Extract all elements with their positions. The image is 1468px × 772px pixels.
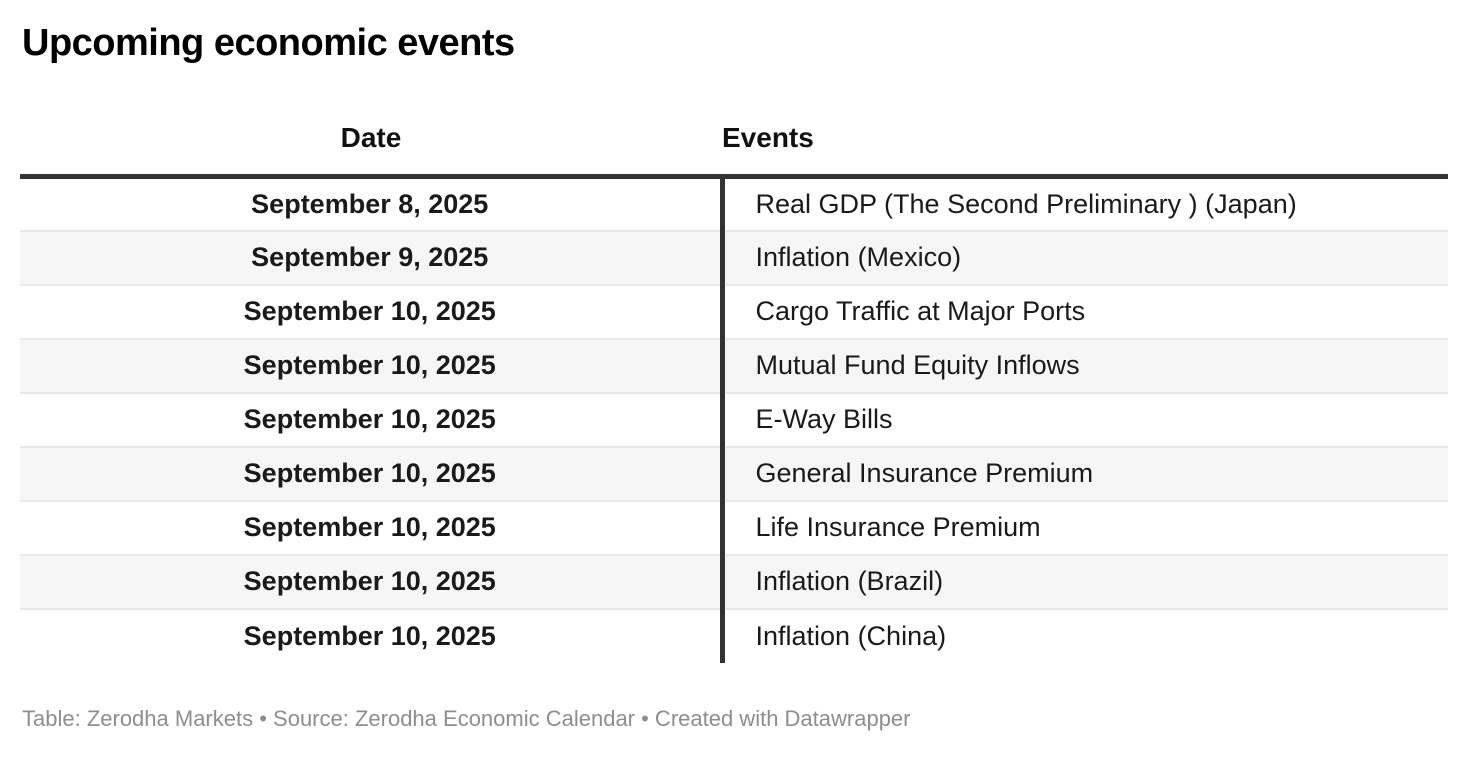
header-row: Date Events: [20, 66, 1448, 179]
date-cell: September 10, 2025: [243, 566, 496, 596]
table-row: September 10, 2025 Inflation (China): [20, 608, 1448, 663]
event-cell: General Insurance Premium: [719, 446, 1448, 501]
event-cell: Inflation (Brazil): [719, 554, 1448, 609]
attribution-byline: Table: Zerodha Markets • Source: Zerodha…: [22, 705, 911, 731]
table-row: September 10, 2025 Inflation (Brazil): [20, 554, 1448, 609]
date-cell: September 9, 2025: [251, 242, 489, 272]
column-header-date: Date: [20, 66, 722, 179]
page-title: Upcoming economic events: [22, 22, 515, 64]
table-row: September 10, 2025 E-Way Bills: [20, 392, 1448, 447]
date-cell: September 10, 2025: [243, 458, 496, 488]
date-cell: September 10, 2025: [243, 512, 496, 542]
column-header-events: Events: [722, 66, 1448, 179]
event-cell: Mutual Fund Equity Inflows: [719, 338, 1448, 393]
date-cell: September 10, 2025: [243, 296, 496, 326]
economic-events-table: Date Events September 8, 2025 Real GDP (T…: [20, 66, 1448, 663]
table-header: Date Events: [20, 66, 1448, 179]
date-cell: September 10, 2025: [243, 350, 496, 380]
event-cell: E-Way Bills: [719, 392, 1448, 447]
table-row: September 9, 2025 Inflation (Mexico): [20, 230, 1448, 285]
date-cell: September 10, 2025: [243, 620, 496, 651]
event-cell: Inflation (China): [719, 608, 1448, 663]
table-body: September 8, 2025 Real GDP (The Second Pr…: [20, 176, 1448, 663]
date-cell: September 10, 2025: [243, 404, 496, 434]
table-row: September 10, 2025 Mutual Fund Equity Inf…: [20, 338, 1448, 393]
table-row: September 10, 2025 Cargo Traffic at Major…: [20, 284, 1448, 339]
table-row: September 10, 2025 Life Insurance Premium: [20, 500, 1448, 555]
table-row: September 8, 2025 Real GDP (The Second Pr…: [20, 176, 1448, 231]
table-row: September 10, 2025 General Insurance Prem…: [20, 446, 1448, 501]
date-cell: September 8, 2025: [251, 188, 489, 219]
event-cell: Life Insurance Premium: [719, 500, 1448, 555]
event-cell: Real GDP (The Second Preliminary ) (Japa…: [719, 176, 1448, 231]
event-cell: Inflation (Mexico): [719, 230, 1448, 285]
event-cell: Cargo Traffic at Major Ports: [719, 284, 1448, 339]
